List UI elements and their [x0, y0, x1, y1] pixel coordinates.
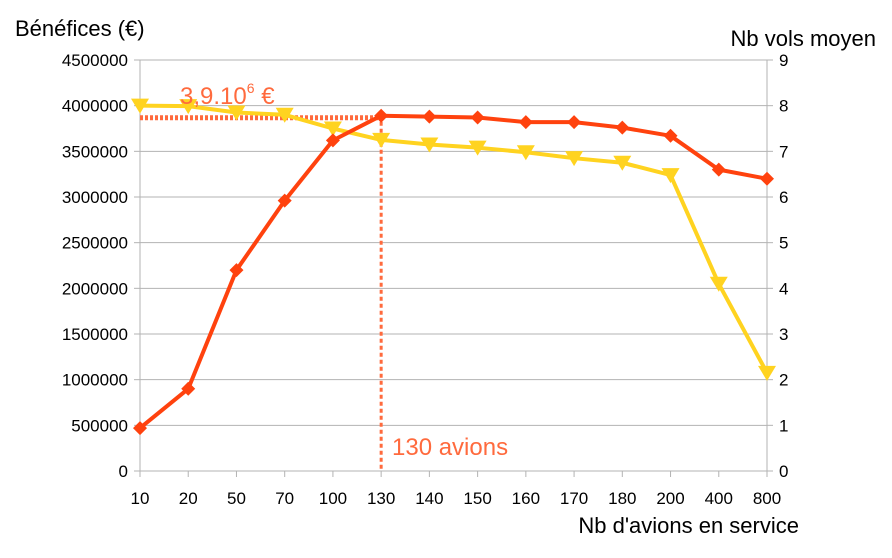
data-point: [613, 155, 632, 171]
data-point: [277, 193, 292, 208]
data-point: [518, 115, 533, 130]
data-point: [275, 107, 294, 123]
data-point: [615, 120, 630, 135]
annotation-lines: [140, 114, 383, 471]
y-left-tick-label: 1000000: [62, 371, 128, 390]
y-left-tick-label: 1500000: [62, 325, 128, 344]
x-axis-ticks: 10 20 50 70 100 130 140 150 160 170 180 200 400 800: [131, 489, 782, 508]
data-point: [661, 168, 680, 184]
left-axis-ticks: 0 500000 1000000 1500000 2000000 2500000 30000…: [62, 51, 128, 481]
y-left-tick-label: 500000: [71, 416, 128, 435]
data-point: [323, 121, 342, 137]
x-tick-label: 150: [463, 489, 491, 508]
data-point: [567, 115, 582, 130]
gridlines: [140, 59, 767, 426]
data-point: [516, 145, 535, 161]
annotation-value-base: 3,9.10: [180, 83, 247, 110]
annotation-category-label: 130 avions: [392, 434, 508, 461]
data-point: [420, 137, 439, 153]
x-tick-label: 200: [656, 489, 684, 508]
data-point: [758, 365, 776, 381]
right-axis-ticks: 0 1 2 3 4 5 6 7 8 9: [779, 51, 788, 481]
y-left-tick-label: 2500000: [62, 234, 128, 253]
y-right-tick-label: 8: [779, 97, 788, 116]
x-tick-label: 160: [512, 489, 540, 508]
x-axis-title: Nb d'avions en service: [578, 513, 799, 538]
data-point: [760, 171, 774, 186]
data-point: [325, 133, 340, 148]
annotation-value-label: 3,9.106 €: [180, 80, 275, 110]
x-tick-label: 130: [367, 489, 395, 508]
y-left-tick-label: 0: [119, 462, 128, 481]
data-point: [181, 381, 196, 396]
data-point: [422, 109, 437, 124]
x-tick-label: 170: [560, 489, 588, 508]
y-right-tick-label: 6: [779, 188, 788, 207]
data-point: [227, 105, 246, 121]
y-left-tick-label: 2000000: [62, 279, 128, 298]
x-tick-label: 50: [227, 489, 246, 508]
data-point: [179, 99, 198, 115]
y-left-tick-label: 3500000: [62, 142, 128, 161]
y-axis-right-title: Nb vols moyen: [730, 26, 876, 51]
data-point: [131, 98, 149, 114]
x-tick-label: 70: [275, 489, 294, 508]
data-point: [709, 276, 728, 292]
y-left-tick-label: 4000000: [62, 97, 128, 116]
data-point: [711, 162, 726, 177]
x-tick-label: 400: [705, 489, 733, 508]
series-line-left: [138, 113, 768, 430]
data-point: [663, 128, 678, 143]
data-point: [372, 132, 391, 148]
y-left-tick-label: 4500000: [62, 51, 128, 70]
series-line-right: [139, 103, 769, 374]
y-right-tick-label: 3: [779, 325, 788, 344]
y-axis-left-title: Bénéfices (€): [15, 16, 145, 41]
y-right-tick-label: 7: [779, 142, 788, 161]
annotation-value-unit: €: [255, 83, 276, 110]
y-left-tick-label: 3000000: [62, 188, 128, 207]
y-right-tick-label: 1: [779, 416, 788, 435]
data-point: [133, 421, 147, 436]
data-point: [565, 151, 584, 167]
y-right-tick-label: 0: [779, 462, 788, 481]
annotation-value-exponent: 6: [247, 80, 255, 96]
axes: [134, 59, 773, 477]
y-right-tick-label: 2: [779, 371, 788, 390]
x-tick-label: 800: [753, 489, 781, 508]
x-tick-label: 100: [319, 489, 347, 508]
y-right-tick-label: 5: [779, 234, 788, 253]
data-point: [468, 140, 487, 156]
data-point: [470, 110, 485, 125]
data-point: [374, 108, 389, 123]
y-right-tick-label: 4: [779, 279, 788, 298]
x-tick-label: 140: [415, 489, 443, 508]
series-layer: [131, 98, 776, 436]
y-right-tick-label: 9: [779, 51, 788, 70]
x-tick-label: 180: [608, 489, 636, 508]
data-point: [229, 263, 244, 278]
x-tick-label: 10: [131, 489, 150, 508]
x-tick-label: 20: [179, 489, 198, 508]
